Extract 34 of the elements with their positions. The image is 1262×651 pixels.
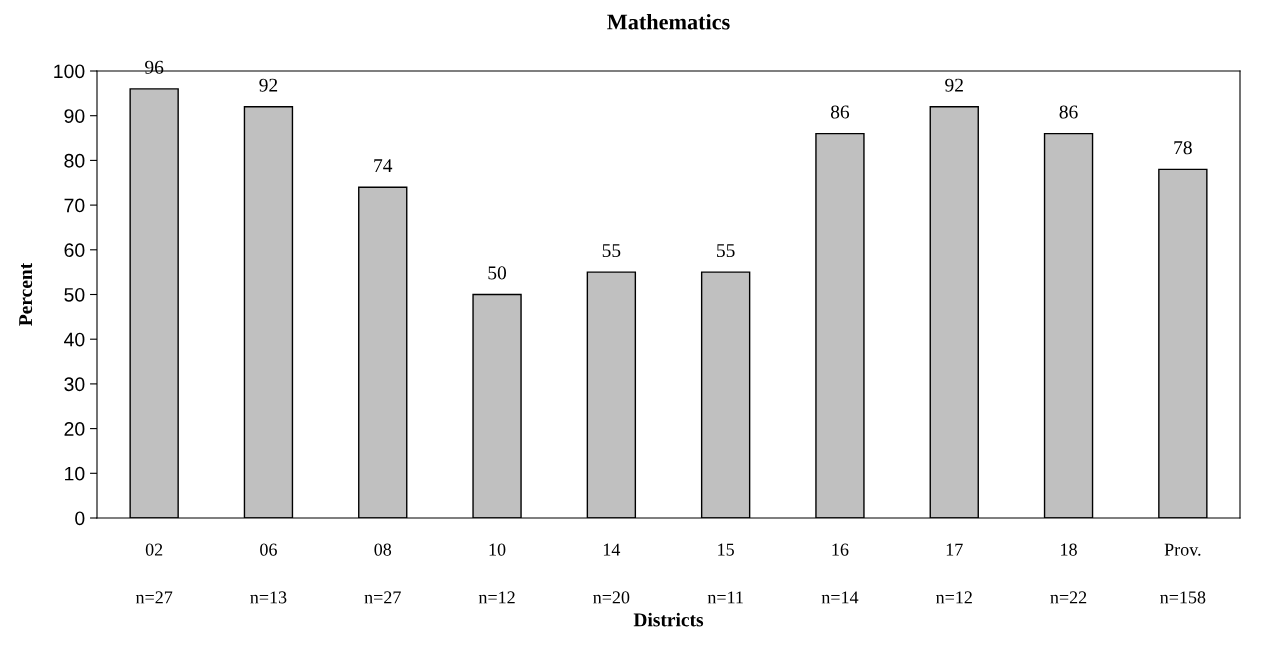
y-tick-label: 40 <box>64 332 85 347</box>
data-label: 96 <box>145 60 164 74</box>
category-label: 06 n=13 <box>250 543 287 604</box>
data-label: 92 <box>945 78 963 92</box>
data-label: 74 <box>374 159 393 172</box>
data-label: 86 <box>830 105 850 119</box>
category-label: Prov. n=158 <box>1160 543 1206 604</box>
y-tick-label: 50 <box>64 287 85 302</box>
y-tick-label: 0 <box>75 511 85 526</box>
y-tick-label: 60 <box>64 243 85 258</box>
data-label: 86 <box>1059 105 1078 119</box>
y-tick-label: 100 <box>54 64 85 79</box>
data-label: 55 <box>602 244 621 258</box>
category-label: 14 n=20 <box>593 543 630 604</box>
y-tick-label: 10 <box>65 466 85 481</box>
data-label: 92 <box>259 78 278 92</box>
y-tick-label: 20 <box>64 422 85 436</box>
category-label: 18 n=22 <box>1050 543 1087 604</box>
data-label: 78 <box>1174 141 1192 155</box>
chart-title: Mathematics <box>607 13 730 30</box>
data-label: 50 <box>488 266 507 280</box>
category-label: 10 n=12 <box>478 543 515 604</box>
category-label: 08 n=27 <box>364 543 401 604</box>
y-axis-title: Percent <box>19 262 33 326</box>
y-tick-label: 80 <box>64 153 85 168</box>
y-tick-label: 70 <box>64 198 85 213</box>
category-label: 16 n=14 <box>821 543 859 604</box>
category-label: 17 n=12 <box>936 543 972 604</box>
x-axis-title: Districts <box>633 612 704 627</box>
y-tick-label: 90 <box>64 109 85 123</box>
data-label: 55 <box>717 244 735 258</box>
category-label: 15 n=11 <box>707 543 743 604</box>
y-tick-label: 30 <box>64 377 85 392</box>
category-label: 02 n=27 <box>135 543 173 604</box>
